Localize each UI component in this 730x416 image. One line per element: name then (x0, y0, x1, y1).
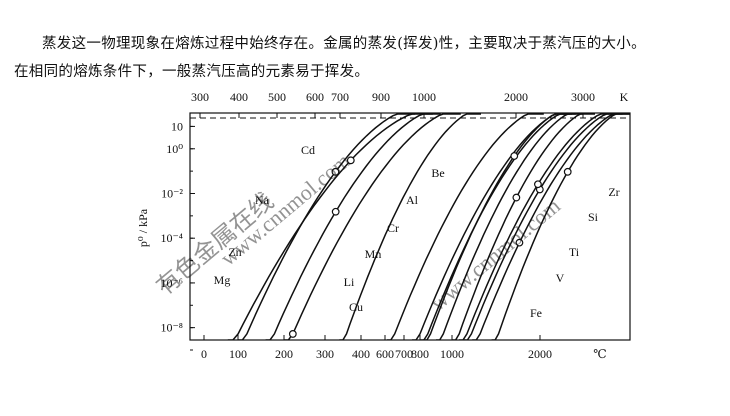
curve-fe (452, 113, 595, 340)
curve-cd (238, 113, 416, 340)
top-tick-label-3000: 3000 (571, 90, 595, 104)
intro-paragraph-2: 在相同的熔炼条件下，一般蒸汽压高的元素易于挥发。 (14, 63, 370, 80)
bottom-tick-label-200: 200 (275, 347, 293, 361)
bottom-tick-label-100: 100 (229, 347, 247, 361)
melting-point-be (510, 152, 519, 160)
melting-point-zr (563, 167, 572, 176)
bottom-tick-label-800: 800 (411, 347, 429, 361)
bottom-tick-label-2000: 2000 (528, 347, 552, 361)
top-tick-label-300: 300 (191, 90, 209, 104)
top-tick-label-1000: 1000 (412, 90, 436, 104)
series-label-mg: Mg (214, 273, 231, 287)
top-tick-label-600: 600 (306, 90, 324, 104)
series-label-ti: Ti (569, 245, 580, 259)
melting-point-fe (512, 193, 521, 202)
y-tick-label-4: 10⁻⁶ (160, 276, 183, 290)
top-tick-label-700: 700 (331, 90, 349, 104)
melting-point-cd (331, 167, 340, 176)
top-tick-label-900: 900 (372, 90, 390, 104)
bottom-tick-label-0: 0 (201, 347, 207, 361)
series-label-zn: Zn (228, 245, 241, 259)
melting-point-v (515, 238, 524, 247)
chart-svg: 300 400 500 600 700 900 1000 2000 3000 K0 100 200 30… (136, 90, 631, 361)
vapor-pressure-chart: 300 400 500 600 700 900 1000 2000 3000 K 0 100 200 30… (131, 82, 636, 368)
melting-point-mg (288, 330, 297, 338)
series-label-v: V (556, 271, 565, 285)
curve-mg (284, 113, 461, 340)
y-tick-label-5: 10⁻⁸ (160, 321, 183, 335)
bottom-tick-label-600: 600 (376, 347, 394, 361)
curve-zn (265, 113, 441, 340)
curve-cu (420, 113, 576, 340)
series-label-cu: Cu (349, 300, 363, 314)
series-label-mn: Mn (365, 247, 382, 261)
series-label-fe: Fe (530, 306, 542, 320)
curve-zr (491, 113, 630, 340)
series-label-si: Si (588, 210, 599, 224)
bottom-tick-label-400: 400 (352, 347, 370, 361)
y-axis-label: p⁰ / kPa (136, 208, 150, 247)
y-tick-label-2: 10⁻² (161, 186, 183, 200)
series-label-al: Al (406, 193, 419, 207)
curve-mn (386, 113, 544, 340)
curve-v (472, 113, 630, 340)
curve-ti (463, 113, 623, 340)
series-label-cr: Cr (387, 221, 399, 235)
top-axis-unit: K (620, 90, 629, 104)
top-tick-label-400: 400 (230, 90, 248, 104)
y-tick-label-1: 10⁰ (166, 142, 183, 156)
plot-frame (189, 112, 631, 341)
curve-li (339, 113, 481, 340)
series-label-cd: Cd (301, 143, 315, 157)
curve-na (227, 113, 433, 340)
curve-cr (436, 113, 583, 340)
melting-point-si (534, 180, 542, 189)
bottom-axis-unit: ℃ (593, 347, 606, 361)
bottom-tick-label-700: 700 (395, 347, 413, 361)
bottom-tick-label-300: 300 (316, 347, 334, 361)
top-tick-label-500: 500 (268, 90, 286, 104)
y-tick-label-0: 10 (171, 119, 183, 133)
curve-be (423, 113, 571, 340)
intro-paragraph-1: 蒸发这一物理现象在熔炼过程中始终存在。金属的蒸发(挥发)性，主要取决于蒸汽压的大… (42, 35, 646, 52)
top-tick-label-2000: 2000 (504, 90, 528, 104)
series-label-zr: Zr (608, 185, 619, 199)
melting-point-zn (331, 207, 340, 216)
series-label-be: Be (431, 166, 444, 180)
melting-point-na (346, 156, 355, 165)
series-label-na: Na (255, 193, 270, 207)
series-label-li: Li (344, 275, 355, 289)
bottom-tick-label-1000: 1000 (440, 347, 464, 361)
y-tick-label-3: 10⁻⁴ (160, 231, 183, 245)
